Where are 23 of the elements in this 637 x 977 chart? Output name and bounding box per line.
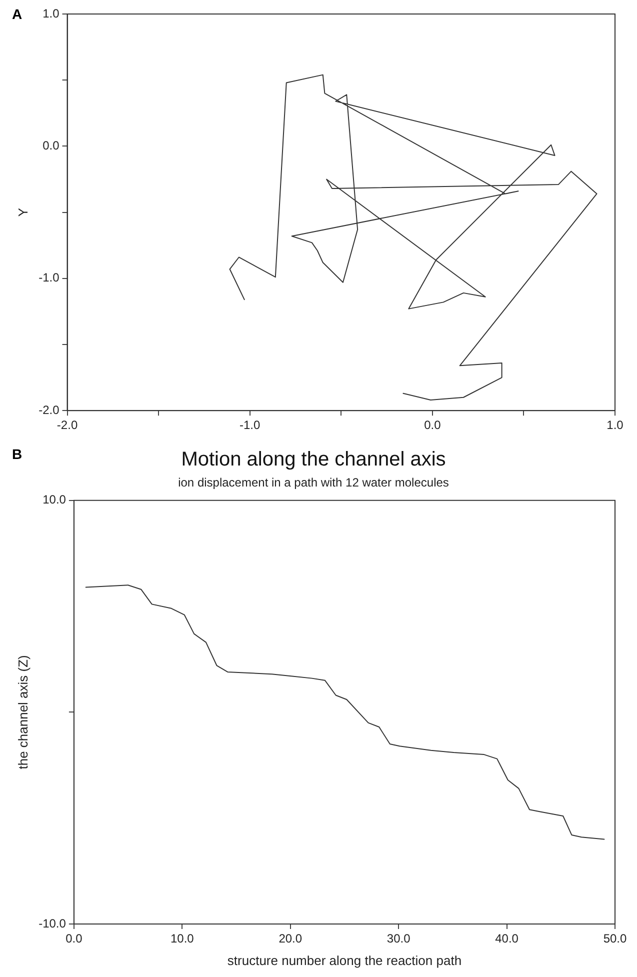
x-tick-label: -2.0 [56,418,78,432]
x-axis-title: structure number along the reaction path [227,952,462,968]
x-tick-label: 30.0 [386,932,411,946]
y-tick-label: 1.0 [42,6,60,20]
x-tick-label: -1.0 [240,418,261,432]
chart-subtitle: ion displacement in a path with 12 water molecules [178,476,449,490]
x-tick-label: 1.0 [606,418,624,432]
y-axis-title: Y [15,208,30,217]
y-tick-label: 0.0 [42,138,60,153]
y-tick-label: 10.0 [42,492,66,507]
x-tick-label: 20.0 [278,932,302,946]
text: B [12,446,22,462]
y-tick-label: -1.0 [38,270,60,285]
y-tick-label: -10.0 [38,916,66,930]
x-tick-label: 0.0 [424,418,442,432]
y-tick-label: -2.0 [38,402,60,417]
x-tick-label: 10.0 [170,932,194,946]
x-tick-label: 40.0 [495,932,519,946]
text: A [12,6,22,22]
x-tick-label: 50.0 [603,932,627,946]
y-axis-title: the channel axis (Z) [15,655,30,770]
chart-title: Motion along the channel axis [181,448,446,471]
x-tick-label: 0.0 [66,932,83,946]
